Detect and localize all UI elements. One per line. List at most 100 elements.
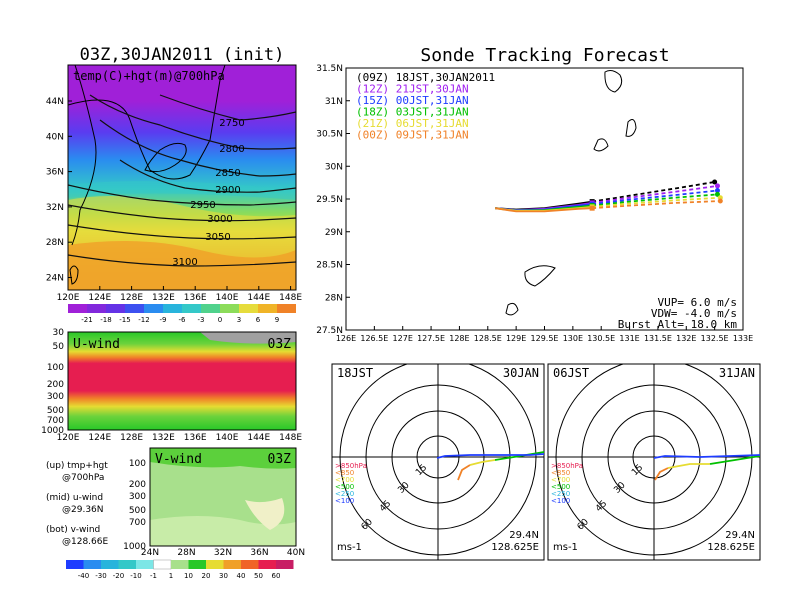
temp-colorbar-swatch (144, 304, 163, 313)
track-legend-entry: (18Z) 03JST,31JAN (356, 106, 469, 119)
hodograph-trace (709, 455, 760, 465)
hodograph-unit: ms-1 (553, 542, 578, 553)
panel-notes: (up) tmp+hgt @700hPa (mid) u-wind @29.36N (b… (46, 461, 108, 547)
map-lon-label: 124E (88, 293, 111, 303)
temp-colorbar-label: -21 (81, 316, 92, 324)
hodograph-level-label: <100 (551, 497, 570, 505)
v-wind-frame (149, 447, 297, 547)
hodograph-level-label: <500 (335, 483, 354, 491)
track-lon-label: 131.5E (644, 334, 672, 343)
track-burst-marker (589, 205, 595, 211)
temp-colorbar-swatch (125, 304, 144, 313)
wind-colorbar-swatch (171, 560, 189, 569)
u-wind-level-label: 100 (47, 363, 64, 373)
u-wind-label: U-wind (73, 337, 120, 352)
u-wind-time: 03Z (268, 337, 292, 352)
wind-colorbar-label: 50 (254, 572, 263, 580)
hodograph-level-label: <250 (551, 490, 570, 498)
wind-colorbar-swatch (153, 559, 172, 570)
track-lon-label: 129.5E (531, 334, 559, 343)
map-frame (67, 64, 297, 291)
v-wind-level-label: 200 (129, 480, 146, 490)
u-wind-lon-label: 128E (120, 433, 143, 443)
temp-colorbar-label: -18 (100, 316, 111, 324)
track-lat-label: 29N (325, 228, 343, 238)
track-lines (495, 179, 723, 213)
track-landing-marker (714, 183, 720, 189)
temp-colorbar-label: -6 (179, 316, 187, 324)
contour-label: 2800 (219, 144, 244, 155)
track-landing-marker (717, 198, 723, 204)
map-axes: 44N 40N 36N 32N 28N 24N 120E 124E 128E 132E 136E 14… (46, 97, 303, 303)
map-lon-label: 144E (247, 293, 270, 303)
wind-colorbar-swatch (276, 560, 294, 569)
v-wind-lat-label: 32N (214, 548, 232, 558)
hodograph-level-label: <850 (335, 469, 354, 477)
temp-colorbar-label: -9 (160, 316, 167, 324)
track-legend-entry: (15Z) 00JST,31JAN (356, 94, 469, 107)
wind-colorbar-label: -10 (130, 572, 141, 580)
wind-colorbar-swatch (206, 560, 224, 569)
hodograph-level-label: <100 (335, 497, 354, 505)
track-descent-line (592, 196, 721, 208)
map-lat-label: 28N (46, 238, 64, 248)
temp-colorbar-swatch (87, 304, 106, 313)
track-lat-label: 30.5N (316, 130, 343, 140)
u-wind-level-label: 200 (47, 380, 64, 390)
wind-colorbar-label: -30 (95, 572, 106, 580)
temp-colorbar-label: 9 (275, 316, 279, 324)
map-lon-label: 140E (216, 293, 239, 303)
temp-colorbar-label: 3 (237, 316, 241, 324)
track-parameter: Burst Alt= 18.0 km (618, 318, 738, 331)
contour-label: 3050 (205, 232, 230, 243)
contour-label: 2750 (219, 118, 244, 129)
wind-colorbar-swatch (188, 560, 206, 569)
wind-colorbar-label: 20 (202, 572, 211, 580)
track-lon-label: 127.5E (417, 334, 445, 343)
u-wind-level-label: 1000 (41, 426, 64, 436)
v-wind-lat-label: 28N (177, 548, 195, 558)
temp-colorbar-swatch (182, 304, 201, 313)
track-lat-label: 31.5N (316, 64, 343, 74)
wind-colorbar-swatch (136, 560, 154, 569)
panel-note: @700hPa (62, 473, 104, 483)
track-lon-label: 132.5E (701, 334, 729, 343)
track-lon-label: 126E (336, 334, 356, 343)
temp-colorbar-swatch (106, 304, 125, 313)
panel-note: (up) tmp+hgt (46, 461, 108, 471)
track-landing-marker (714, 187, 720, 193)
hodograph-date: 30JAN (503, 366, 539, 380)
contour-label: 2950 (190, 200, 215, 211)
wind-colorbar-label: 1 (169, 572, 173, 580)
track-legend-entry: (09Z) 18JST,30JAN2011 (356, 71, 495, 84)
track-lat-label: 31N (325, 97, 343, 107)
hodograph-level-label: <700 (551, 476, 570, 484)
temp-colorbar-swatch (220, 304, 239, 313)
temp-colorbar-label: 6 (256, 316, 261, 324)
track-landing-marker (714, 191, 720, 197)
hodograph-level-label: <500 (551, 483, 570, 491)
track-lon-label: 131E (619, 334, 639, 343)
u-wind-section (68, 332, 296, 430)
temperature-map (68, 65, 296, 290)
wind-colorbar-swatch (118, 560, 136, 569)
left-title: 03Z,30JAN2011 (init) (80, 45, 285, 65)
temp-colorbar-label: -12 (138, 316, 149, 324)
u-wind-frame (67, 331, 297, 431)
track-lon-label: 126.5E (360, 334, 388, 343)
u-wind-level-label: 50 (53, 342, 65, 352)
track-lon-label: 130.5E (587, 334, 615, 343)
track-lat-label: 30N (325, 162, 343, 172)
map-lon-label: 120E (57, 293, 80, 303)
hodograph-level-label: >850hPa (335, 462, 367, 470)
hodograph-trace (667, 463, 710, 469)
map-lon-label: 132E (152, 293, 175, 303)
panel-note: (mid) u-wind (46, 493, 103, 503)
temp-colorbar-swatch (201, 304, 220, 313)
